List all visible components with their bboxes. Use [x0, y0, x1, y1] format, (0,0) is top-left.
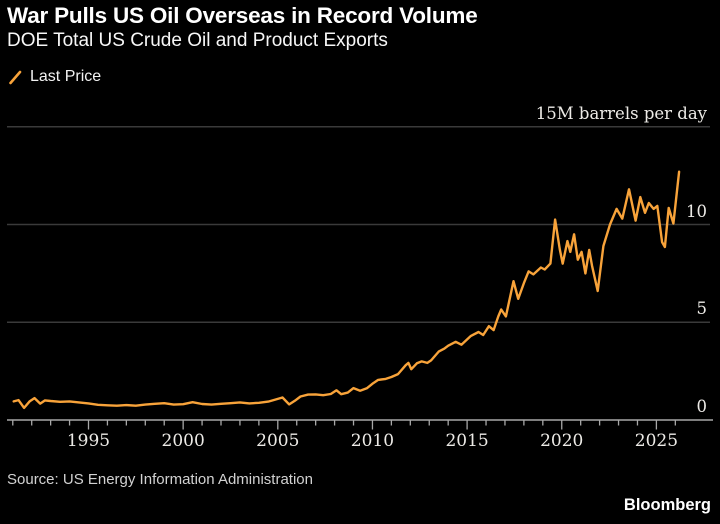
- chart-subtitle: DOE Total US Crude Oil and Product Expor…: [7, 30, 388, 51]
- x-tick-label: 2000: [161, 431, 205, 451]
- x-tick-label: 1995: [66, 431, 111, 451]
- last-price-line: [12, 170, 681, 410]
- x-tick-label: 2025: [634, 431, 679, 451]
- x-tick-label: 2005: [256, 431, 300, 451]
- x-tick-label: 2020: [540, 431, 584, 451]
- chart-title: War Pulls US Oil Overseas in Record Volu…: [7, 3, 478, 28]
- legend-label: Last Price: [30, 68, 102, 85]
- x-tick-label: 2010: [350, 431, 395, 451]
- source-note: Source: US Energy Information Administra…: [7, 471, 313, 488]
- legend-line-icon: [9, 70, 22, 84]
- y-tick-label: 15M barrels per day: [535, 103, 707, 123]
- bloomberg-logo: Bloomberg: [623, 496, 711, 514]
- y-tick-label: 10: [686, 201, 707, 221]
- legend: Last Price: [8, 68, 101, 86]
- x-tick-label: 2015: [445, 431, 489, 451]
- y-tick-label: 5: [696, 299, 708, 319]
- y-tick-label: 0: [696, 397, 708, 416]
